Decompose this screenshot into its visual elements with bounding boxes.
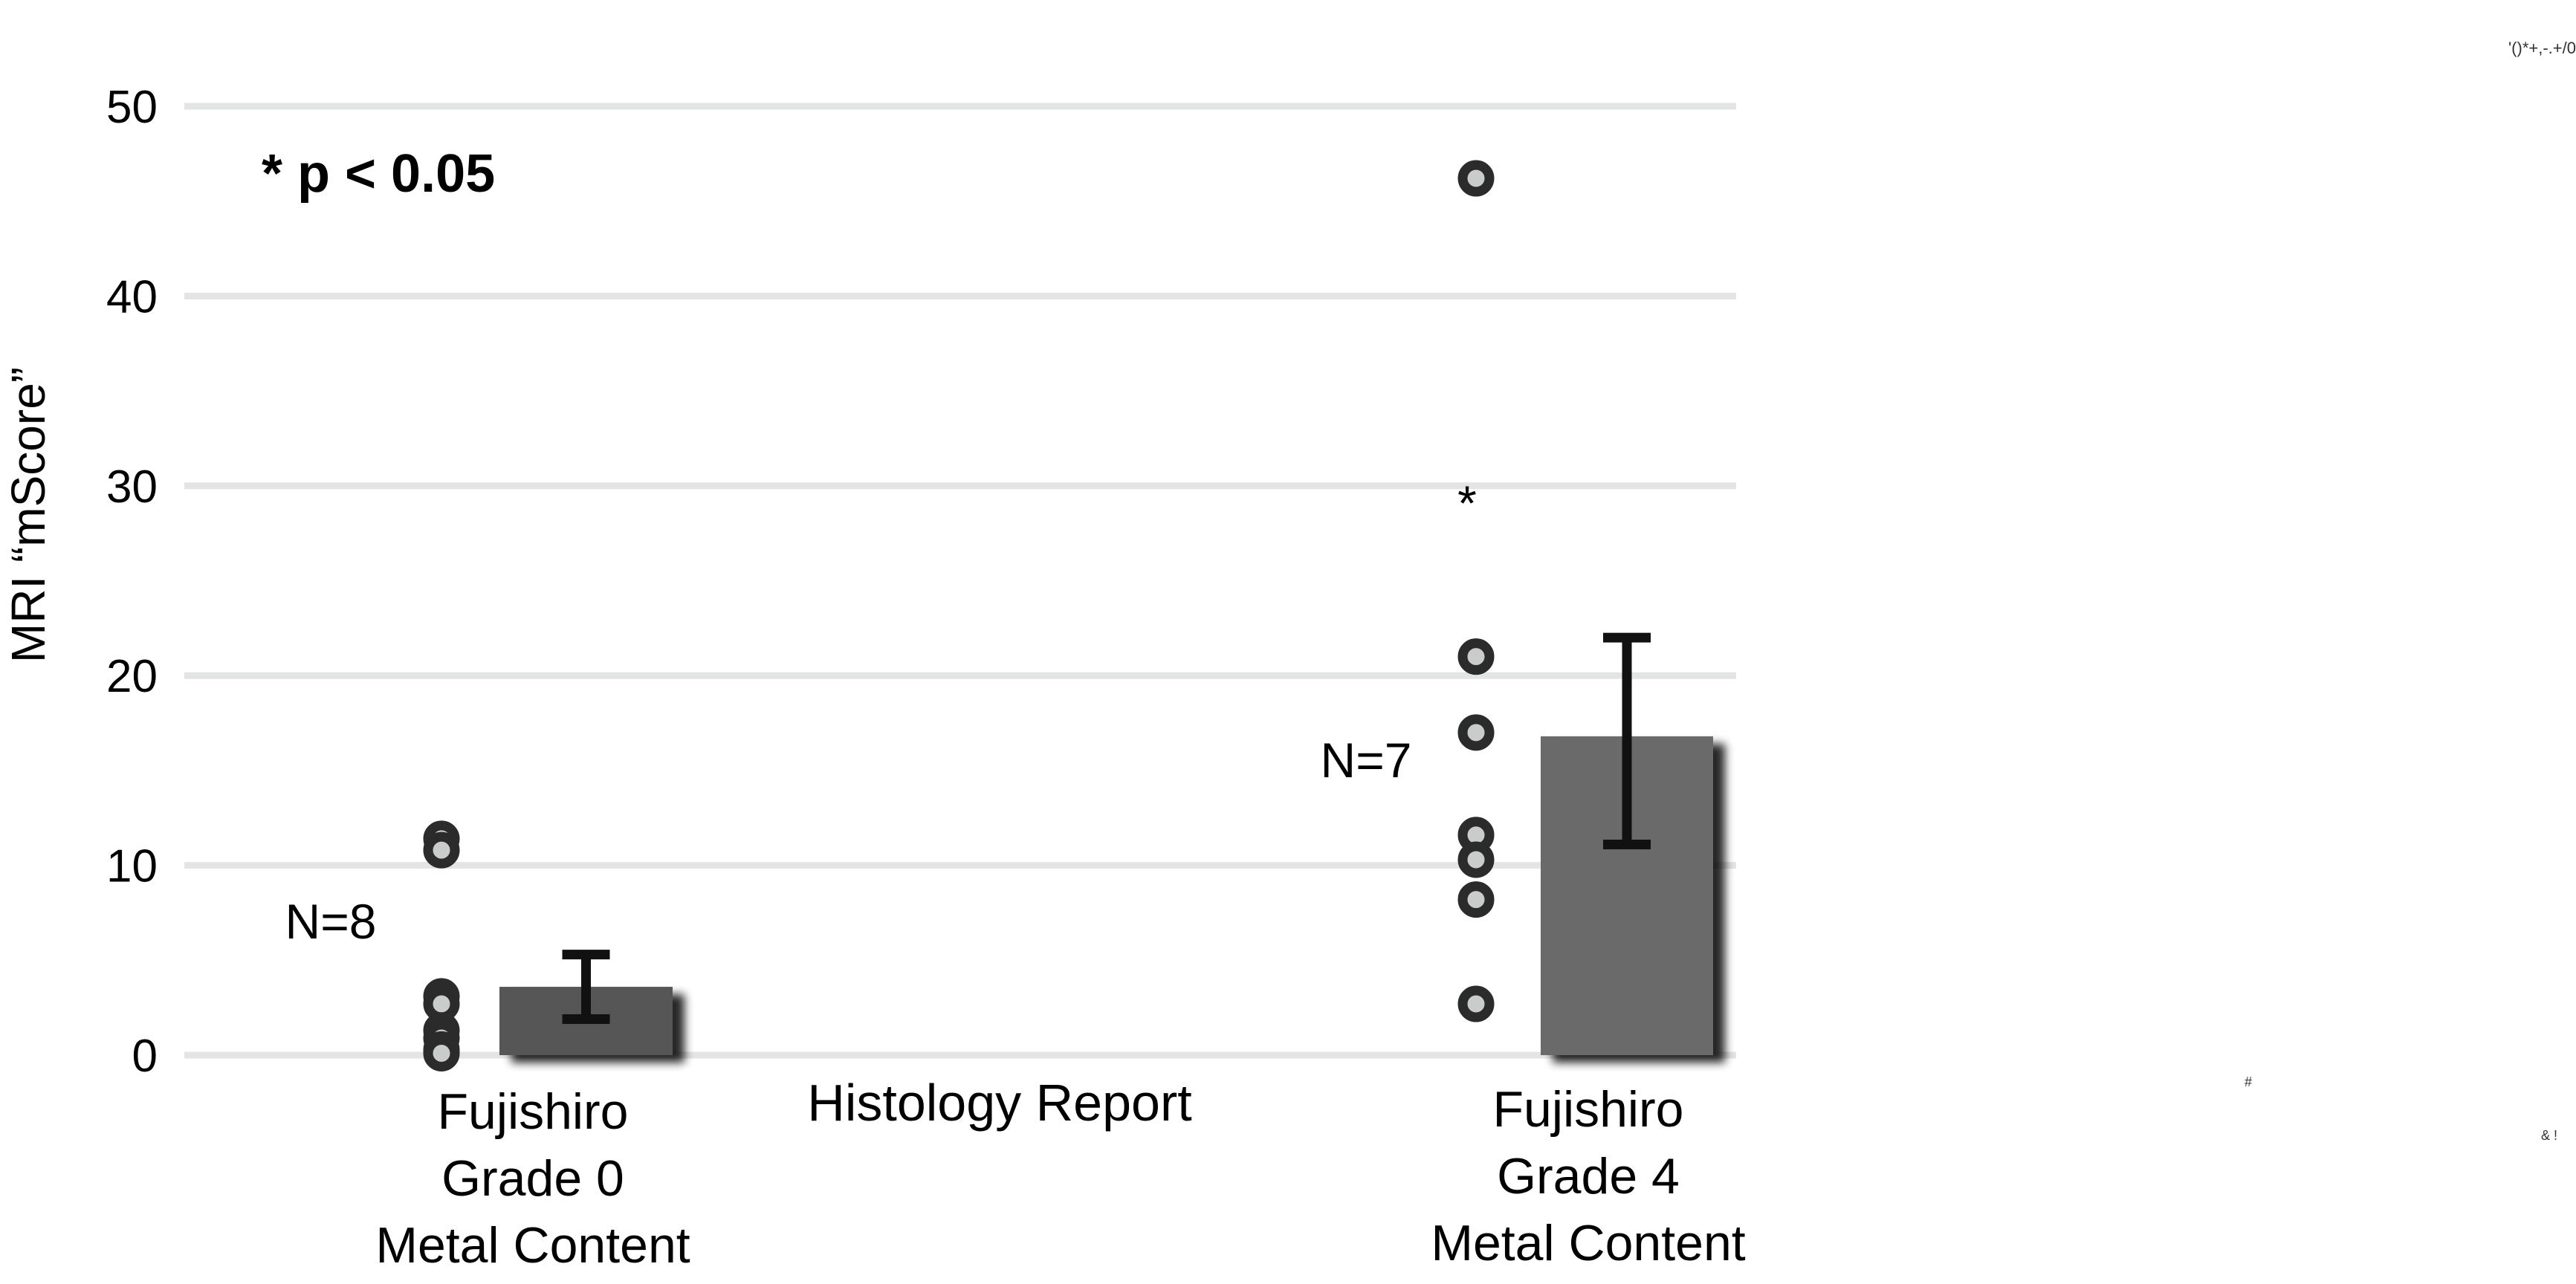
y-tick-label-40: 40	[106, 271, 158, 322]
data-points	[423, 160, 1495, 1071]
category-label-group-2-line-2: Grade 4	[1497, 1148, 1680, 1204]
data-point-group-1-8	[423, 1034, 460, 1071]
category-label-group-1-line-3: Metal Content	[375, 1217, 690, 1274]
y-tick-labels: 0 10 20 30 40 50	[106, 82, 158, 1082]
stray-mark-top-right: '()*+,-.+/0	[2508, 39, 2576, 57]
stray-mark-mid-right: #	[2245, 1074, 2252, 1089]
data-point-group-2-3	[1457, 714, 1495, 751]
y-axis-label: MRI “mScore”	[1, 367, 55, 663]
category-label-group-2-line-3: Metal Content	[1431, 1215, 1745, 1271]
y-tick-label-0: 0	[132, 1031, 158, 1082]
data-point-group-2-1	[1457, 160, 1495, 197]
stray-mark-bottom-right: & !	[2541, 1128, 2557, 1143]
y-tick-label-20: 20	[106, 651, 158, 702]
y-tick-label-50: 50	[106, 82, 158, 133]
data-point-group-2-5	[1457, 841, 1495, 878]
category-label-group-1-line-1: Fujishiro	[438, 1083, 629, 1140]
y-tick-label-10: 10	[106, 841, 158, 892]
category-label-group-2-line-1: Fujishiro	[1493, 1081, 1684, 1138]
data-point-group-1-2	[423, 831, 460, 869]
n-label-group-2: N=7	[1321, 733, 1412, 788]
n-label-group-1: N=8	[285, 894, 377, 949]
bars	[499, 736, 1713, 1055]
error-bars	[562, 632, 1651, 1024]
data-point-group-2-2	[1457, 638, 1495, 675]
significance-note: * p < 0.05	[262, 144, 495, 204]
data-point-group-2-7	[1457, 985, 1495, 1022]
category-label-group-1-line-2: Grade 0	[441, 1150, 624, 1207]
data-point-group-2-6	[1457, 881, 1495, 918]
center-label: Histology Report	[807, 1074, 1191, 1132]
y-tick-label-30: 30	[106, 461, 158, 513]
gridlines	[184, 103, 1736, 1059]
text-labels: MRI “mScore” * p < 0.05 Histology Report N=…	[1, 39, 2576, 1274]
significance-star-group-2: *	[1457, 476, 1477, 531]
